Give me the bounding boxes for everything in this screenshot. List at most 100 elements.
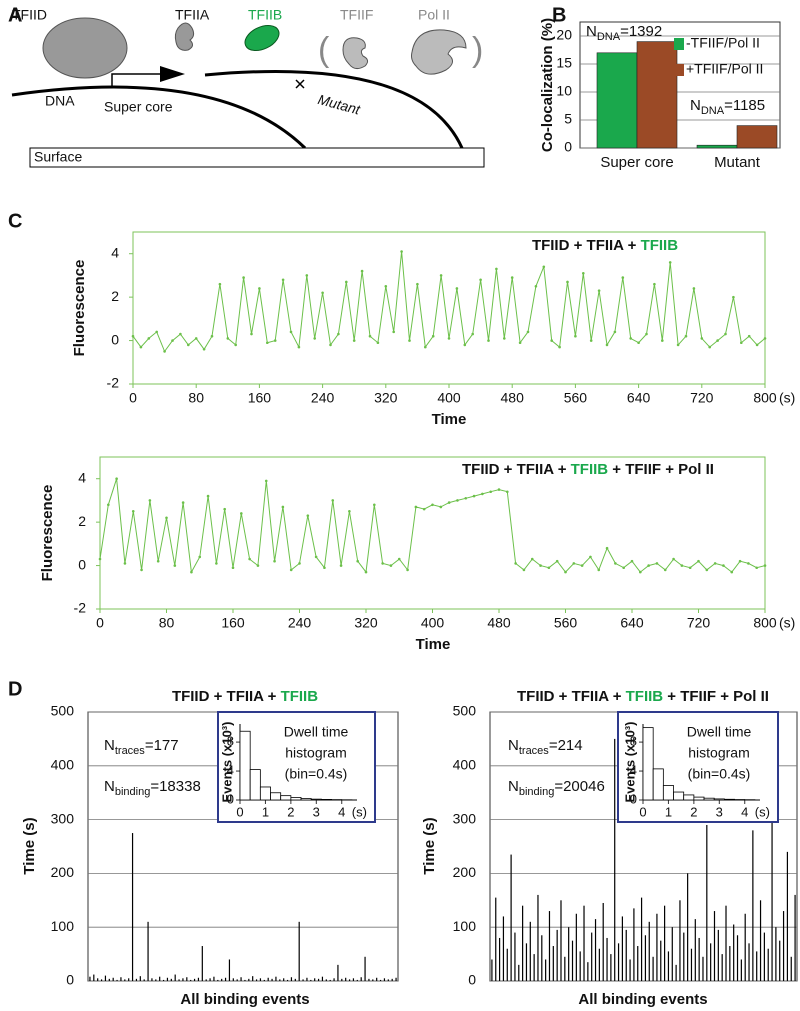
event-bar xyxy=(213,976,215,981)
event-bar xyxy=(640,897,643,981)
x-tick-label: 800 xyxy=(753,615,777,631)
event-bar xyxy=(702,956,704,981)
x-tick-label: 240 xyxy=(311,390,335,406)
trace-point xyxy=(747,334,751,338)
event-bar xyxy=(314,978,316,981)
event-bar xyxy=(610,954,612,981)
y-tick-label: 4 xyxy=(111,244,119,260)
x-tick-label: 640 xyxy=(627,390,651,406)
event-bar xyxy=(767,948,769,981)
event-bar xyxy=(236,979,238,981)
tfiif-shape xyxy=(342,37,369,70)
histogram-bar xyxy=(652,768,664,801)
trace-point xyxy=(368,334,372,338)
legend-label: +TFIIF/Pol II xyxy=(686,61,763,77)
trace-point xyxy=(266,341,269,345)
chart-title-part: TFIID + TFIIA + xyxy=(532,237,641,254)
plot-frame xyxy=(99,456,766,610)
pol-ii-shape xyxy=(411,29,467,75)
trace-point xyxy=(190,570,193,574)
event-bar xyxy=(190,979,192,981)
event-bar xyxy=(736,935,739,981)
event-bar xyxy=(740,959,742,981)
annotation-part: =1185 xyxy=(724,97,765,114)
annotation-part: N xyxy=(104,737,115,754)
trace-point xyxy=(629,337,632,340)
event-bar xyxy=(186,977,188,981)
event-bar xyxy=(345,977,347,981)
trace-point xyxy=(705,568,709,572)
event-bar xyxy=(495,897,497,981)
annotation-part: N xyxy=(508,737,519,754)
event-bar xyxy=(151,978,153,981)
event-bar xyxy=(279,979,281,981)
x-tick-label: 560 xyxy=(554,615,578,631)
event-bar xyxy=(221,978,223,981)
event-bar xyxy=(537,894,539,981)
chart-title-part: TFIIB xyxy=(571,461,609,478)
event-bar xyxy=(337,964,339,981)
trace-point xyxy=(339,564,343,567)
event-bar xyxy=(205,979,207,981)
histogram-bar xyxy=(249,769,261,801)
trace-point xyxy=(218,282,222,286)
histogram-bar xyxy=(713,798,725,801)
event-bar xyxy=(155,979,157,981)
trace-point xyxy=(455,287,459,290)
x-tick-label: 2 xyxy=(690,804,697,819)
x-tick-label: 4 xyxy=(741,804,748,819)
event-bar xyxy=(89,976,91,981)
x-axis-label: All binding events xyxy=(578,991,707,1008)
y-axis-label: Co-localization (%) xyxy=(539,18,556,152)
inset-text: histogram xyxy=(285,745,346,761)
trace-point xyxy=(115,477,118,481)
trace-point xyxy=(713,562,717,565)
trace-point xyxy=(163,350,166,353)
event-bar xyxy=(108,978,110,981)
trace-point xyxy=(314,555,318,559)
annotation-part: =1392 xyxy=(620,23,662,40)
annotation: NDNA=1392 xyxy=(586,23,662,43)
event-bar xyxy=(694,919,696,981)
event-bar xyxy=(564,956,566,981)
trace-point xyxy=(156,559,160,563)
trace-point xyxy=(179,332,182,336)
trace-point xyxy=(240,512,243,515)
trace-point xyxy=(323,566,326,570)
event-bar xyxy=(174,974,176,981)
y-axis-label: Fluorescence xyxy=(39,485,56,582)
y-axis-label: Events (x10³) xyxy=(622,722,637,803)
trace-point xyxy=(645,332,648,336)
protein-label: TFIID xyxy=(12,7,47,23)
x-unit: (s) xyxy=(779,615,795,631)
event-bar xyxy=(317,978,320,981)
y-tick-label: 4 xyxy=(630,762,637,777)
annotation-part: =214 xyxy=(549,737,583,754)
event-bar xyxy=(690,948,693,981)
trace-point xyxy=(202,347,206,351)
y-tick-label: 2 xyxy=(78,513,86,529)
trace-point xyxy=(481,492,484,496)
trace-point xyxy=(173,564,177,567)
event-bar xyxy=(387,979,389,981)
annotation-part: N xyxy=(508,778,519,795)
y-tick-label: 0 xyxy=(111,331,119,347)
event-bar xyxy=(306,977,308,981)
event-bar xyxy=(372,979,374,981)
trace-point xyxy=(684,334,688,338)
x-tick-label: 480 xyxy=(501,390,525,406)
trace-point xyxy=(281,278,285,282)
trace-point xyxy=(582,271,585,275)
trace-point xyxy=(406,568,409,572)
event-bar xyxy=(259,978,262,981)
event-bar xyxy=(633,908,635,981)
panel-label: D xyxy=(8,678,22,700)
trace-point xyxy=(589,555,592,559)
event-bar xyxy=(128,978,130,981)
trace-point xyxy=(226,337,230,340)
histogram-bar xyxy=(662,785,674,801)
y-tick-label: 100 xyxy=(453,918,477,934)
event-bar xyxy=(510,854,512,981)
event-bar xyxy=(364,956,366,981)
event-bar xyxy=(244,979,246,981)
